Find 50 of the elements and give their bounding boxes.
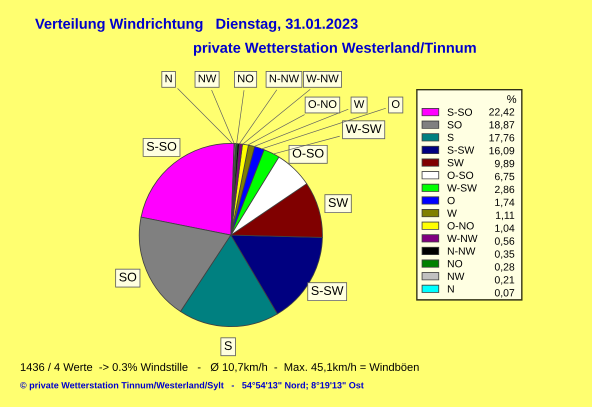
text: 1436 / 4 Werte -> 0.3% Windstille - Ø 10,7km/h - Max. 45,1km/h = Windböen [20, 362, 419, 372]
legend-label: W-SW [447, 184, 477, 192]
data-label: 18,87 [489, 121, 514, 130]
text: © private Wetterstation Tinnum/Westerland/Sylt - 54°54'13" Nord; 8°19'13" Ost [20, 382, 364, 390]
data-label: 2,86 [494, 186, 514, 194]
data-label: 0,21 [494, 276, 514, 285]
legend-label: N [448, 285, 454, 293]
slice-label: SW [328, 198, 348, 208]
legend-label: W-NW [447, 234, 478, 242]
slice-label: S [224, 341, 232, 350]
data-label: 1,04 [495, 224, 514, 234]
legend-label: W [447, 210, 457, 217]
data-label: 22,42 [489, 108, 514, 117]
data-label: 17,76 [489, 134, 514, 143]
data-label: 0,35 [494, 250, 514, 259]
legend-label: NW [448, 272, 464, 280]
slice-label: N-NW [270, 74, 300, 82]
slice-label: N [166, 74, 172, 82]
slice-label: S-SW [311, 286, 344, 296]
legend-label: O-SO [448, 172, 474, 179]
legend-label: S-SW [448, 146, 474, 154]
slice-label: S-SO [146, 142, 176, 151]
data-label: 16,09 [489, 146, 514, 156]
legend-label: S [448, 134, 454, 142]
data-label: 0,28 [494, 263, 514, 272]
legend-label: SW [448, 158, 464, 166]
slice-label: NO [238, 74, 254, 82]
legend-label: O-NO [448, 222, 474, 230]
legend-label: N-NW [448, 247, 476, 255]
data-label: 9,89 [494, 160, 514, 169]
data-label: 0,07 [494, 289, 514, 298]
chart-subtitle: private Wetterstation Westerland/Tinnum [194, 42, 476, 56]
slice-label: O [392, 100, 400, 108]
legend-label: NO [448, 260, 462, 268]
data-label: 1,74 [495, 198, 514, 208]
slice-label: SO [119, 272, 136, 282]
data-label: 0,56 [494, 237, 514, 246]
legend-title: % [507, 95, 516, 104]
legend-label: SO [448, 121, 462, 128]
slice-label: NW [198, 74, 216, 82]
legend-label: S-SO [448, 108, 472, 116]
chart-title: Verteilung Windrichtung Dienstag, 31.01.2023 [35, 18, 358, 32]
slice-label: W-SW [346, 124, 382, 134]
slice-label: W [354, 100, 364, 108]
slice-label: O-SO [292, 148, 324, 158]
legend-label: O [448, 196, 455, 204]
slice-label: O-NO [308, 100, 336, 108]
data-label: 6,75 [494, 172, 514, 182]
slice-label: W-NW [306, 74, 339, 82]
data-label: 1,11 [496, 212, 514, 220]
